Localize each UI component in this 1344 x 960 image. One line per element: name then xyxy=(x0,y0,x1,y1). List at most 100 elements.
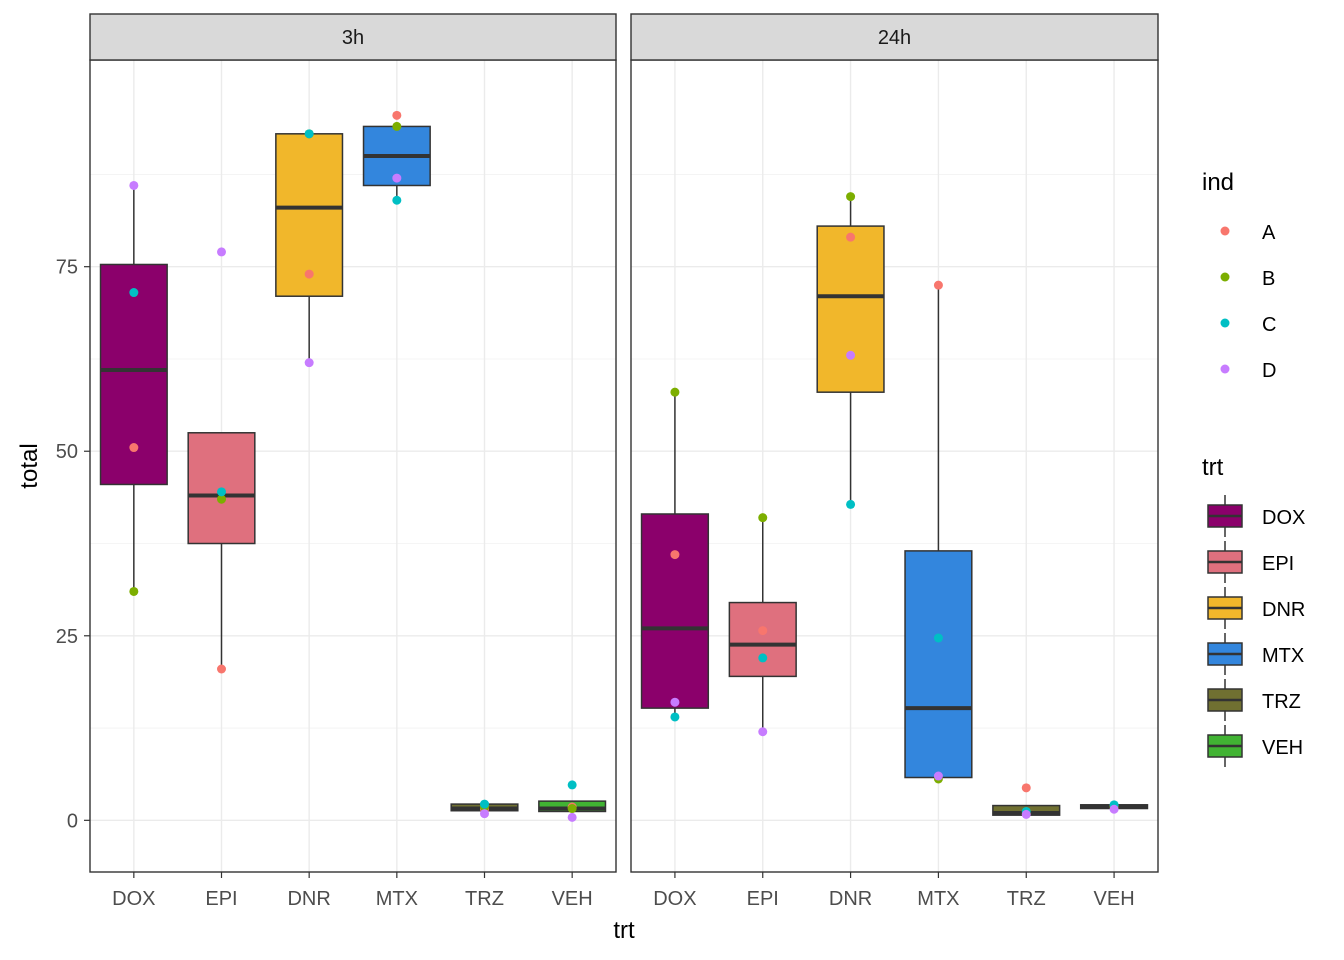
legend-trt-label-EPI: EPI xyxy=(1262,553,1294,575)
box-body xyxy=(640,513,710,709)
x-tick-label-DOX: DOX xyxy=(112,888,155,910)
legend-trt-key-EPI xyxy=(1207,541,1243,583)
x-tick-label-DNR: DNR xyxy=(287,888,330,910)
box-body xyxy=(816,225,885,393)
panel-background xyxy=(90,60,616,872)
legend-trt-label-MTX: MTX xyxy=(1262,645,1304,667)
panel-background xyxy=(631,60,1158,872)
point-24h-TRZ-D xyxy=(1021,809,1031,819)
point-3h-EPI-C xyxy=(217,487,226,497)
point-24h-MTX-C xyxy=(933,633,943,643)
point-24h-MTX-A xyxy=(933,280,943,290)
y-tick-label-75: 75 xyxy=(56,257,78,279)
legend-trt-key-TRZ xyxy=(1207,679,1243,721)
facet-panels: 3h DOX EPI DNR MTX TRZ VEH 24h DOX EPI DNR MTX TRZ VE… xyxy=(56,13,1159,910)
legend-trt-title: trt xyxy=(1202,454,1224,481)
legend-trt-label-VEH: VEH xyxy=(1262,737,1303,759)
x-tick-label-DOX: DOX xyxy=(653,888,696,910)
x-tick-label-VEH: VEH xyxy=(1094,888,1135,910)
point-24h-EPI-A xyxy=(758,626,768,636)
point-3h-EPI-B xyxy=(217,494,226,504)
y-tick-label-50: 50 xyxy=(56,441,78,463)
x-tick-label-EPI: EPI xyxy=(747,888,779,910)
legend-ind-key-A xyxy=(1220,226,1230,236)
legend-trt: trt DOX EPI DNR MTX TRZ VEH xyxy=(1202,454,1305,767)
legend-ind-label-B: B xyxy=(1262,268,1275,290)
point-24h-DOX-D xyxy=(670,697,680,707)
box-body xyxy=(728,601,797,678)
point-3h-DOX-B xyxy=(129,586,139,596)
point-24h-DOX-A xyxy=(670,550,680,560)
point-24h-VEH-D xyxy=(1109,804,1119,814)
point-3h-EPI-D xyxy=(217,247,226,257)
x-tick-label-MTX: MTX xyxy=(917,888,959,910)
y-tick-label-0: 0 xyxy=(67,810,78,832)
point-24h-EPI-B xyxy=(758,513,768,523)
legend-ind-key-C xyxy=(1220,318,1230,328)
legend-ind-key-D xyxy=(1220,364,1230,374)
point-24h-MTX-D xyxy=(933,771,943,781)
legend-trt-key-DOX xyxy=(1207,495,1243,537)
legend-ind-key-B xyxy=(1220,272,1230,282)
x-tick-label-DNR: DNR xyxy=(829,888,872,910)
x-axis-title: trt xyxy=(613,917,635,944)
facet-strip-label: 3h xyxy=(342,27,364,49)
point-24h-DOX-B xyxy=(670,387,680,397)
point-3h-MTX-C xyxy=(392,195,402,205)
point-3h-DNR-D xyxy=(304,358,314,368)
box-24h-MTX xyxy=(904,285,973,779)
box-3h-DNR xyxy=(275,133,344,363)
box-body xyxy=(275,133,344,297)
legend-ind-title: ind xyxy=(1202,169,1234,196)
facet-strip xyxy=(630,13,1159,61)
point-3h-VEH-C xyxy=(567,780,577,790)
point-3h-TRZ-D xyxy=(480,809,489,819)
point-24h-DOX-C xyxy=(670,712,680,722)
legend-trt-label-DOX: DOX xyxy=(1262,507,1305,529)
y-axis: 0 25 50 75 xyxy=(56,257,90,832)
x-tick-label-VEH: VEH xyxy=(552,888,593,910)
legend-ind: ind A B C D xyxy=(1202,169,1276,382)
x-tick-label-EPI: EPI xyxy=(205,888,237,910)
point-3h-MTX-B xyxy=(392,121,402,131)
point-3h-DOX-C xyxy=(129,288,139,298)
point-24h-EPI-C xyxy=(758,653,768,663)
point-24h-EPI-D xyxy=(758,727,768,737)
point-3h-MTX-A xyxy=(392,110,402,120)
box-24h-DNR xyxy=(816,196,885,505)
point-3h-MTX-D xyxy=(392,173,402,183)
facet-strip xyxy=(89,13,617,61)
point-3h-VEH-B xyxy=(567,804,577,814)
y-tick-label-25: 25 xyxy=(56,626,78,648)
point-3h-TRZ-C xyxy=(480,799,489,809)
y-axis-title: total xyxy=(16,443,43,488)
point-24h-DNR-B xyxy=(846,192,856,202)
legend-ind-label-A: A xyxy=(1262,222,1276,244)
point-3h-DNR-C xyxy=(304,129,314,139)
box-body xyxy=(904,550,973,779)
point-3h-EPI-A xyxy=(217,664,226,674)
point-24h-DNR-A xyxy=(846,232,856,242)
legend-trt-key-MTX xyxy=(1207,633,1243,675)
box-24h-DOX xyxy=(640,392,710,717)
box-24h-EPI xyxy=(728,517,797,732)
point-3h-DOX-D xyxy=(129,180,139,190)
point-24h-DNR-C xyxy=(846,499,856,509)
point-3h-VEH-D xyxy=(567,812,577,822)
point-3h-DOX-A xyxy=(129,443,139,453)
facet-strip-label: 24h xyxy=(878,27,911,49)
legend-trt-key-DNR xyxy=(1207,587,1243,629)
x-tick-label-MTX: MTX xyxy=(376,888,418,910)
x-tick-label-TRZ: TRZ xyxy=(465,888,504,910)
facet-panel-3h: 3h DOX EPI DNR MTX TRZ VEH xyxy=(89,13,617,910)
facet-panel-24h: 24h DOX EPI DNR MTX TRZ VEH xyxy=(630,13,1159,910)
legend-ind-label-C: C xyxy=(1262,314,1276,336)
legend-trt-label-TRZ: TRZ xyxy=(1262,691,1301,713)
legend-trt-key-VEH xyxy=(1207,725,1243,767)
point-3h-DNR-A xyxy=(304,269,314,279)
legend-ind-label-D: D xyxy=(1262,360,1276,382)
point-24h-TRZ-A xyxy=(1021,783,1031,793)
point-24h-DNR-D xyxy=(846,350,856,360)
x-tick-label-TRZ: TRZ xyxy=(1007,888,1046,910)
